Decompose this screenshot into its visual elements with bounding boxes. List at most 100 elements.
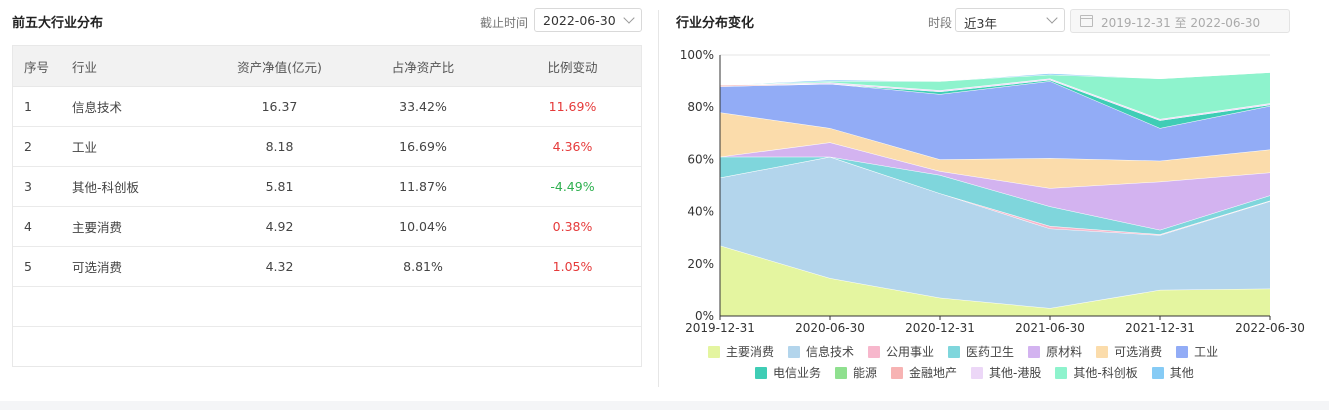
table-header: 序号 行业 资产净值(亿元) 占净资产比 比例变动 (13, 46, 641, 87)
legend-swatch (708, 345, 720, 358)
legend-label: 其他-港股 (989, 366, 1042, 380)
y-tick-label: 0% (695, 309, 714, 323)
legend-label: 可选消费 (1114, 345, 1163, 359)
legend-item[interactable]: 公用事业 (868, 343, 934, 360)
legend-label: 医药卫生 (966, 345, 1015, 359)
row-pct: 11.87% (399, 179, 447, 194)
industry-table: 序号 行业 资产净值(亿元) 占净资产比 比例变动 1 信息技术 16.37 33.4… (12, 45, 642, 367)
top5-industry-panel: 前五大行业分布 截止时间 2022-06-30 序号 行业 资产净值(亿元) 占… (0, 0, 655, 401)
row-pct: 10.04% (399, 219, 447, 234)
legend-swatch (971, 366, 984, 379)
date-select[interactable]: 2022-06-30 (534, 8, 642, 32)
empty-row (13, 287, 641, 327)
period-label: 时段 (928, 16, 953, 30)
legend-label: 其他-科创板 (1073, 366, 1138, 380)
x-tick-label: 2019-12-31 (685, 321, 755, 335)
y-tick-label: 100% (680, 48, 714, 62)
row-index: 3 (24, 179, 32, 194)
legend-item[interactable]: 金融地产 (891, 364, 957, 381)
legend-swatch (948, 345, 961, 358)
period-select[interactable]: 近3年 (955, 8, 1065, 32)
x-tick-label: 2021-06-30 (1015, 321, 1085, 335)
legend-swatch (1096, 345, 1109, 358)
row-index: 2 (24, 139, 32, 154)
x-tick-label: 2021-12-31 (1125, 321, 1195, 335)
legend-item[interactable]: 其他-港股 (971, 364, 1041, 381)
row-nav: 4.32 (265, 259, 294, 274)
legend-item[interactable]: 原材料 (1028, 343, 1082, 360)
x-tick-label: 2020-06-30 (795, 321, 865, 335)
panel-divider (658, 10, 659, 387)
legend-label: 其他 (1169, 366, 1194, 380)
page: 前五大行业分布 截止时间 2022-06-30 序号 行业 资产净值(亿元) 占… (0, 0, 1329, 401)
legend-row: 电信业务 能源 金融地产 其他-港股 其他-科创板 其他 (755, 364, 1208, 381)
panel-title: 行业分布变化 (676, 16, 755, 31)
area-工业 (720, 81, 1270, 161)
row-nav: 5.81 (265, 179, 294, 194)
legend-label: 工业 (1194, 345, 1219, 359)
legend-label: 能源 (853, 366, 878, 380)
legend-swatch (891, 366, 904, 379)
range-end: 2022-06-30 (1190, 16, 1261, 30)
legend-item[interactable]: 信息技术 (788, 343, 854, 360)
legend-row: 主要消费 信息技术 公用事业 医药卫生 原材料 可选消费 工业 (708, 343, 1232, 360)
table-row: 1 信息技术 16.37 33.42% 11.69% (13, 87, 641, 127)
row-change: -4.49% (550, 179, 595, 194)
legend-item[interactable]: 其他-科创板 (1055, 364, 1138, 381)
row-change: 4.36% (552, 139, 593, 154)
legend-label: 公用事业 (886, 345, 935, 359)
y-tick-label: 20% (687, 257, 714, 271)
row-change: 11.69% (548, 99, 597, 114)
date-label: 截止时间 (480, 16, 529, 30)
header-pct: 占净资产比 (391, 59, 455, 75)
header-nav: 资产净值(亿元) (237, 59, 322, 75)
legend-swatch (868, 345, 881, 358)
row-pct: 33.42% (399, 99, 447, 114)
date-range-picker[interactable]: 2019-12-31 至 2022-06-30 (1070, 9, 1290, 33)
row-industry: 主要消费 (72, 220, 123, 235)
table-row: 4 主要消费 4.92 10.04% 0.38% (13, 207, 641, 247)
legend-item[interactable]: 可选消费 (1096, 343, 1162, 360)
area-电信业务 (720, 79, 1270, 129)
row-pct: 8.81% (403, 259, 443, 274)
panel-title: 前五大行业分布 (12, 16, 104, 31)
y-tick-label: 40% (687, 205, 714, 219)
x-tick-label: 2020-12-31 (905, 321, 975, 335)
area-主要消费 (720, 245, 1270, 316)
area-可选消费 (720, 112, 1270, 189)
row-index: 4 (24, 219, 32, 234)
legend-label: 金融地产 (909, 366, 958, 380)
legend-swatch (835, 366, 848, 379)
industry-change-panel: 行业分布变化 时段 近3年 2019-12-31 至 2022-06-30 0%… (665, 0, 1320, 401)
legend-item[interactable]: 医药卫生 (948, 343, 1014, 360)
area-其他-科创板 (720, 72, 1270, 119)
header-industry: 行业 (72, 59, 98, 75)
range-separator: 至 (1174, 16, 1187, 30)
row-index: 5 (24, 259, 32, 274)
row-industry: 其他-科创板 (72, 180, 140, 195)
legend-swatch (1028, 345, 1041, 358)
legend-item[interactable]: 电信业务 (755, 364, 821, 381)
range-start: 2019-12-31 (1101, 16, 1171, 30)
row-nav: 4.92 (265, 219, 294, 234)
chevron-down-icon (623, 12, 635, 24)
legend-label: 电信业务 (773, 366, 822, 380)
header-change: 比例变动 (547, 59, 598, 75)
header-index: 序号 (24, 59, 50, 75)
legend-item[interactable]: 主要消费 (708, 343, 774, 360)
legend-swatch (1176, 345, 1189, 358)
row-pct: 16.69% (399, 139, 447, 154)
legend-label: 原材料 (1046, 345, 1083, 359)
area-原材料 (720, 142, 1270, 230)
row-change: 0.38% (552, 219, 593, 234)
table-row: 2 工业 8.18 16.69% 4.36% (13, 127, 641, 167)
legend-swatch (1055, 366, 1068, 379)
x-tick-label: 2022-06-30 (1235, 321, 1305, 335)
table-row: 3 其他-科创板 5.81 11.87% -4.49% (13, 167, 641, 207)
legend-item[interactable]: 能源 (835, 364, 877, 381)
row-industry: 工业 (72, 140, 98, 155)
area-医药卫生 (720, 156, 1270, 235)
legend-item[interactable]: 工业 (1176, 343, 1218, 360)
legend-label: 信息技术 (806, 345, 855, 359)
legend-item[interactable]: 其他 (1151, 364, 1194, 381)
